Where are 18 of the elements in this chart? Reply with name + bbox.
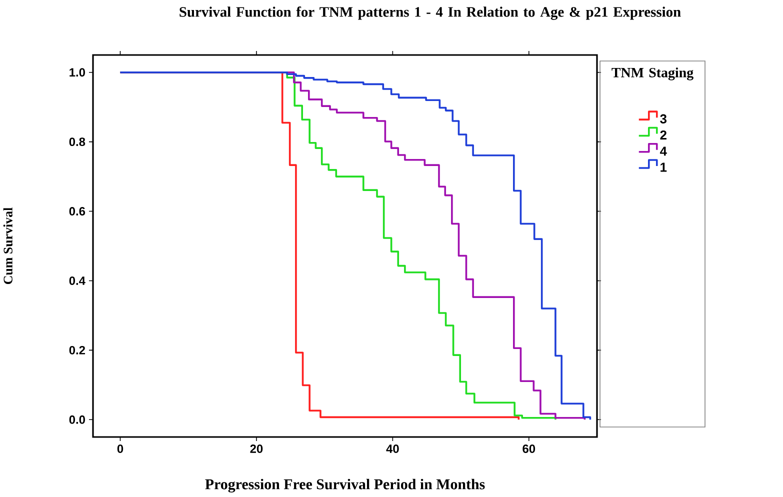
legend-label: 2 [660,130,666,140]
legend-label: 4 [660,146,667,156]
x-tick-label: 60 [522,444,536,453]
y-tick-label: 1.0 [70,68,85,77]
y-tick-label: 0.8 [69,138,86,146]
chart-title: Survival Function for TNM patterns 1 - 4 In Relation to Age & p21 Expression [180,6,681,20]
y-axis-title: Cum Survival [3,208,12,284]
x-tick-label: 40 [386,444,399,453]
legend-label: 3 [660,114,667,124]
x-axis-title: Progression Free Survival Period in Months [205,478,485,492]
y-tick-label: 0.0 [69,415,85,424]
y-tick-label: 0.4 [69,276,86,285]
x-tick-label: 20 [250,444,263,453]
legend-title: TNM Staging [612,68,694,80]
legend-label: 1 [660,162,667,172]
y-tick-label: 0.2 [69,346,86,354]
x-tick-label: 0 [117,444,124,453]
y-tick-label: 0.6 [69,207,86,216]
